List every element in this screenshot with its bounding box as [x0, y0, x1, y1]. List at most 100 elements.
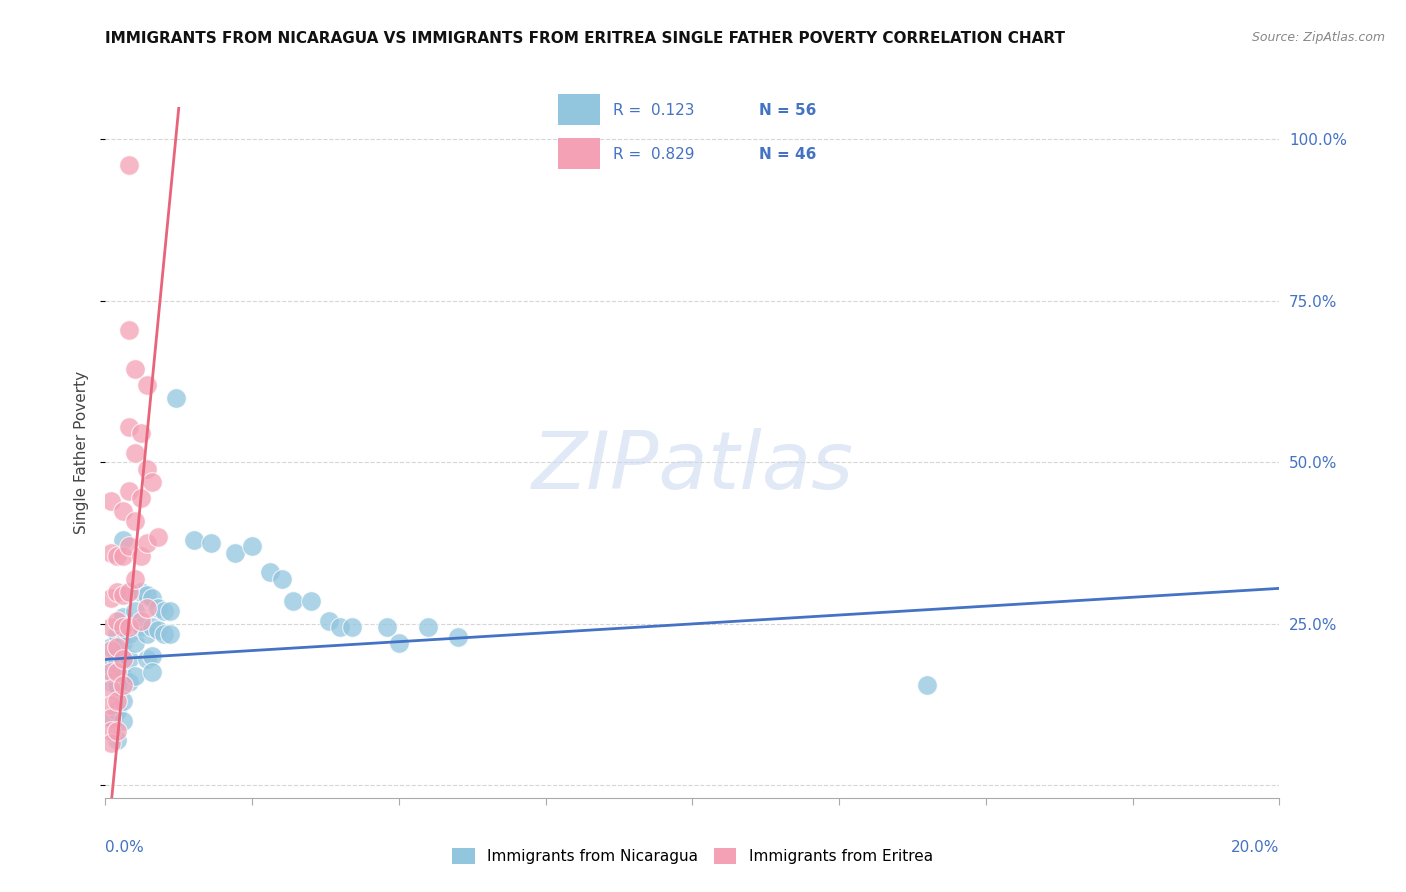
Point [105, 694, 128, 708]
Text: ZIPatlas: ZIPatlas [531, 427, 853, 506]
Text: 20.0%: 20.0% [1232, 840, 1279, 855]
Point [100, 736, 122, 750]
Point [105, 678, 128, 692]
Point [165, 391, 187, 405]
Point [299, 594, 322, 608]
Point [100, 665, 122, 680]
Point [118, 620, 141, 634]
Point [318, 614, 340, 628]
Point [135, 652, 157, 666]
Point [105, 665, 128, 680]
Point [105, 626, 128, 640]
Point [200, 536, 222, 550]
Text: R =  0.829: R = 0.829 [613, 146, 695, 161]
Point [118, 652, 141, 666]
Point [141, 665, 163, 680]
Point [141, 620, 163, 634]
Point [105, 640, 128, 654]
Point [112, 694, 135, 708]
Point [100, 675, 122, 690]
Point [118, 158, 141, 172]
Point [148, 624, 170, 638]
Text: N = 46: N = 46 [759, 146, 815, 161]
Point [446, 630, 468, 644]
Point [135, 588, 157, 602]
Point [100, 681, 122, 696]
Point [129, 491, 152, 505]
Point [112, 620, 135, 634]
Point [340, 620, 363, 634]
Point [112, 678, 135, 692]
Point [153, 604, 176, 618]
Point [148, 600, 170, 615]
Point [118, 323, 141, 337]
Text: N = 56: N = 56 [759, 103, 815, 118]
Point [112, 714, 135, 728]
Point [105, 584, 128, 599]
Point [118, 675, 141, 690]
Point [100, 546, 122, 560]
Point [270, 572, 292, 586]
Y-axis label: Single Father Poverty: Single Father Poverty [75, 371, 90, 534]
Point [141, 649, 163, 664]
Text: Source: ZipAtlas.com: Source: ZipAtlas.com [1251, 31, 1385, 45]
Point [159, 626, 181, 640]
FancyBboxPatch shape [558, 138, 600, 169]
Point [118, 484, 141, 499]
Point [129, 620, 152, 634]
Point [148, 530, 170, 544]
Point [100, 659, 122, 673]
Point [329, 620, 352, 634]
Point [100, 591, 122, 605]
Point [105, 656, 128, 670]
Point [283, 594, 305, 608]
Point [105, 549, 128, 563]
Point [112, 610, 135, 624]
Point [388, 636, 411, 650]
Point [418, 620, 440, 634]
Point [141, 475, 163, 489]
Legend: Immigrants from Nicaragua, Immigrants from Eritrea: Immigrants from Nicaragua, Immigrants fr… [446, 842, 939, 871]
Point [124, 636, 146, 650]
Point [124, 445, 146, 460]
Point [135, 462, 157, 476]
Point [118, 584, 141, 599]
Point [105, 733, 128, 747]
Point [135, 377, 157, 392]
Point [118, 420, 141, 434]
Point [135, 536, 157, 550]
Point [100, 494, 122, 508]
Point [112, 636, 135, 650]
Point [100, 723, 122, 738]
Point [118, 626, 141, 640]
Point [153, 626, 176, 640]
Point [100, 620, 122, 634]
Point [135, 600, 157, 615]
Point [112, 588, 135, 602]
Text: IMMIGRANTS FROM NICARAGUA VS IMMIGRANTS FROM ERITREA SINGLE FATHER POVERTY CORRE: IMMIGRANTS FROM NICARAGUA VS IMMIGRANTS … [105, 31, 1066, 46]
Point [100, 640, 122, 654]
Point [135, 626, 157, 640]
Point [100, 710, 122, 724]
Point [105, 704, 128, 718]
Point [124, 604, 146, 618]
Point [259, 565, 281, 579]
Point [105, 614, 128, 628]
Point [129, 549, 152, 563]
Point [124, 361, 146, 376]
Point [112, 656, 135, 670]
Point [224, 546, 246, 560]
Point [124, 514, 146, 528]
Point [129, 614, 152, 628]
FancyBboxPatch shape [558, 95, 600, 125]
Point [112, 533, 135, 547]
Point [112, 652, 135, 666]
Point [105, 723, 128, 738]
Point [100, 698, 122, 712]
Point [183, 533, 205, 547]
Point [141, 591, 163, 605]
Point [159, 604, 181, 618]
Point [100, 710, 122, 724]
Point [112, 668, 135, 682]
Point [112, 549, 135, 563]
